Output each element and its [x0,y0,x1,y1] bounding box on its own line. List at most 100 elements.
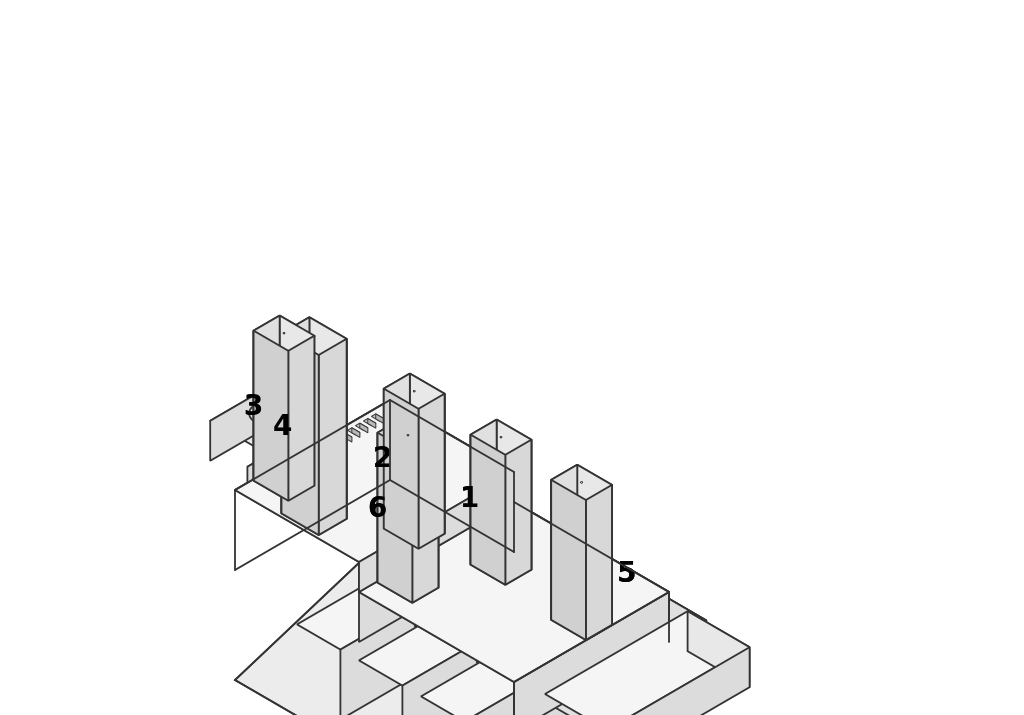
Polygon shape [355,423,368,430]
Polygon shape [372,414,384,421]
Polygon shape [687,611,750,687]
Polygon shape [318,339,346,535]
Polygon shape [378,418,403,583]
Polygon shape [586,485,612,640]
Polygon shape [415,556,458,651]
Polygon shape [254,330,289,500]
Polygon shape [340,581,458,715]
Text: 5: 5 [616,561,636,588]
Polygon shape [336,437,344,447]
Polygon shape [402,617,520,715]
Ellipse shape [262,409,276,418]
Polygon shape [505,440,531,585]
Text: 1: 1 [460,485,479,513]
Polygon shape [318,339,346,535]
Polygon shape [551,480,586,640]
Polygon shape [282,317,309,513]
Polygon shape [328,442,336,451]
Polygon shape [309,317,346,519]
Polygon shape [368,418,376,428]
Polygon shape [347,428,359,435]
Polygon shape [384,389,419,549]
Ellipse shape [249,401,289,425]
Polygon shape [427,458,707,661]
Polygon shape [309,413,409,470]
Polygon shape [384,373,410,528]
Text: 2: 2 [373,445,392,473]
Polygon shape [359,472,514,592]
Text: 1: 1 [460,485,479,513]
Polygon shape [551,465,578,620]
Polygon shape [359,472,514,642]
Polygon shape [477,592,520,687]
Text: 3: 3 [243,393,262,421]
Polygon shape [413,438,438,603]
Polygon shape [282,333,318,535]
Polygon shape [234,498,707,715]
Polygon shape [497,420,531,570]
Polygon shape [471,435,505,585]
Polygon shape [378,433,413,603]
Polygon shape [359,502,669,682]
Polygon shape [378,418,403,583]
Polygon shape [413,438,438,603]
Text: 2: 2 [373,445,392,473]
Polygon shape [234,400,514,562]
Polygon shape [324,442,336,449]
Polygon shape [586,485,612,640]
Text: 3: 3 [243,393,262,421]
Polygon shape [280,315,314,485]
Polygon shape [403,418,438,588]
Polygon shape [390,400,514,552]
Polygon shape [514,592,669,715]
Polygon shape [545,611,750,715]
Polygon shape [578,465,612,625]
Polygon shape [254,315,280,480]
Polygon shape [376,414,384,423]
Polygon shape [384,389,419,549]
Polygon shape [514,502,669,642]
Polygon shape [359,502,669,682]
Text: 4: 4 [272,413,292,441]
Text: 5: 5 [616,561,636,588]
Polygon shape [378,433,413,603]
Polygon shape [334,416,366,465]
Polygon shape [359,592,520,686]
Polygon shape [607,647,750,715]
Polygon shape [352,428,359,438]
Polygon shape [309,317,346,519]
Polygon shape [551,480,586,640]
Polygon shape [297,556,458,650]
Polygon shape [254,330,289,500]
Polygon shape [210,381,279,460]
Polygon shape [289,335,314,500]
Polygon shape [471,420,497,565]
Polygon shape [410,373,444,533]
Polygon shape [415,556,458,651]
Polygon shape [551,465,578,620]
Polygon shape [378,413,409,455]
Polygon shape [477,592,520,687]
Polygon shape [410,373,444,533]
Polygon shape [497,420,531,570]
Polygon shape [332,437,344,444]
Polygon shape [390,458,707,642]
Polygon shape [282,333,318,535]
Polygon shape [359,472,514,592]
Polygon shape [344,433,352,442]
Ellipse shape [256,405,282,421]
Polygon shape [578,465,612,625]
Polygon shape [471,420,497,565]
Polygon shape [340,433,352,440]
Polygon shape [539,628,583,715]
Polygon shape [280,315,314,485]
Polygon shape [403,418,438,588]
Polygon shape [419,394,444,549]
Polygon shape [427,458,707,661]
Polygon shape [465,654,583,715]
Polygon shape [471,435,505,585]
Polygon shape [669,621,707,682]
Polygon shape [289,335,314,500]
Polygon shape [505,440,531,585]
Polygon shape [539,628,583,715]
